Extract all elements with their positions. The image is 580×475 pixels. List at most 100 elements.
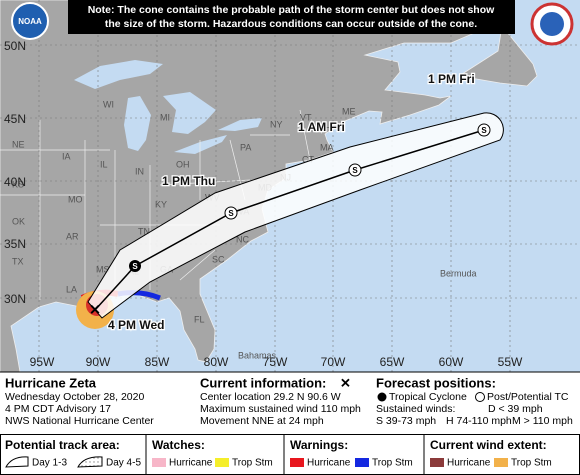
lat-label: 30N bbox=[4, 292, 26, 306]
track-marker-label: S bbox=[228, 209, 234, 218]
nws-logo-inner bbox=[540, 12, 564, 36]
legend-title: Current wind extent: bbox=[430, 438, 547, 452]
lake-huron bbox=[163, 92, 216, 134]
track-marker-label: S bbox=[481, 126, 487, 135]
state-borders bbox=[0, 109, 311, 300]
place-label: VT bbox=[300, 112, 312, 122]
lake-superior bbox=[74, 60, 163, 89]
swatch bbox=[355, 458, 369, 467]
lon-label: 65W bbox=[380, 355, 405, 369]
track-marker-label: S bbox=[132, 262, 138, 271]
winds-title: Sustained winds: bbox=[376, 403, 455, 415]
legend-item: Hurricane bbox=[307, 458, 351, 469]
lat-label: 40N bbox=[4, 175, 26, 189]
lat-label: 35N bbox=[4, 237, 26, 251]
place-label: MI bbox=[160, 112, 170, 122]
lon-label: 90W bbox=[86, 355, 111, 369]
lon-label: 60W bbox=[439, 355, 464, 369]
day13-icon bbox=[5, 456, 29, 468]
current-symbol: ✕ bbox=[340, 375, 351, 390]
note-line: Note: The cone contains the probable pat… bbox=[88, 4, 495, 16]
legend-title: Potential track area: bbox=[5, 438, 120, 452]
legend-item: Hurricane bbox=[447, 458, 491, 469]
place-label: IA bbox=[62, 151, 71, 161]
lon-label: 95W bbox=[30, 355, 55, 369]
day45-icon bbox=[77, 456, 103, 468]
swatch bbox=[430, 458, 444, 467]
forecast-time: 1 PM Fri bbox=[428, 72, 475, 86]
track-marker bbox=[348, 163, 362, 177]
storm-date: Wednesday October 28, 2020 bbox=[5, 391, 144, 403]
lat-label: 50N bbox=[4, 39, 26, 53]
lon-label: 70W bbox=[321, 355, 346, 369]
place-label: CT bbox=[302, 154, 314, 164]
legend-item: Trop Stm bbox=[372, 458, 413, 469]
place-label: MA bbox=[320, 142, 334, 152]
place-label: MO bbox=[68, 194, 83, 204]
cone bbox=[87, 112, 504, 319]
noaa-logo bbox=[11, 2, 49, 40]
lake-erie bbox=[174, 135, 227, 154]
place-label: AR bbox=[66, 231, 79, 241]
place-label: KY bbox=[155, 199, 167, 209]
lon-label: 55W bbox=[498, 355, 523, 369]
place-label: TN bbox=[138, 226, 150, 236]
track-marker bbox=[224, 206, 238, 220]
forecast-tropical: Tropical Cyclone bbox=[389, 391, 467, 403]
newfoundland bbox=[457, 25, 538, 87]
forecast-time: 1 AM Fri bbox=[298, 120, 345, 134]
swatch bbox=[215, 458, 229, 467]
place-label: NE bbox=[12, 139, 25, 149]
wind-class: H 74-110 mph bbox=[446, 415, 512, 427]
tropical-icon bbox=[377, 392, 387, 402]
place-label: FL bbox=[194, 314, 205, 324]
current-line: Maximum sustained wind 110 mph bbox=[200, 403, 361, 415]
lake-ontario bbox=[218, 118, 262, 131]
track-marker bbox=[129, 260, 141, 272]
place-label: Bermuda bbox=[440, 268, 477, 278]
storm-office: NWS National Hurricane Center bbox=[5, 415, 154, 427]
place-label: PA bbox=[240, 142, 251, 152]
place-label: MS bbox=[96, 264, 110, 274]
legend-dividers bbox=[145, 434, 425, 475]
place-label: IL bbox=[100, 159, 108, 169]
legend-title: Watches: bbox=[152, 438, 205, 452]
current-line: Center location 29.2 N 90.6 W bbox=[200, 391, 341, 403]
legend-item: Trop Stm bbox=[511, 458, 552, 469]
wind-class: D < 39 mph bbox=[488, 403, 543, 415]
legend-item: Hurricane bbox=[169, 458, 213, 469]
swatch bbox=[494, 458, 508, 467]
place-label: OH bbox=[176, 159, 190, 169]
place-label: Bahamas bbox=[238, 350, 277, 360]
place-label: IN bbox=[135, 166, 144, 176]
legend-item: Day 1-3 bbox=[32, 458, 67, 469]
wind-class: M > 110 mph bbox=[512, 415, 573, 427]
swatch bbox=[152, 458, 166, 467]
forecast-time: 4 PM Wed bbox=[108, 318, 164, 332]
legend-title: Warnings: bbox=[290, 438, 348, 452]
post-icon bbox=[475, 392, 485, 402]
track-marker bbox=[477, 123, 491, 137]
place-label: TX bbox=[12, 256, 24, 266]
forecast-post: Post/Potential TC bbox=[487, 391, 569, 403]
forecast-time: 1 PM Thu bbox=[162, 174, 215, 188]
lon-label: 75W bbox=[263, 355, 288, 369]
current-line: Movement NNE at 24 mph bbox=[200, 415, 324, 427]
wind-class: S 39-73 mph bbox=[376, 415, 436, 427]
lake-michigan bbox=[124, 96, 151, 151]
storm-advisory: 4 PM CDT Advisory 17 bbox=[5, 403, 111, 415]
place-label: NC bbox=[236, 234, 249, 244]
place-label: WI bbox=[103, 99, 114, 109]
lat-label: 45N bbox=[4, 112, 26, 126]
place-label: OK bbox=[12, 216, 25, 226]
note-box bbox=[68, 0, 515, 34]
place-label: NH bbox=[318, 122, 331, 132]
lon-label: 80W bbox=[204, 355, 229, 369]
track-marker-label: S bbox=[352, 166, 358, 175]
noaa-logo-text: NOAA bbox=[18, 17, 42, 26]
legend-item: Trop Stm bbox=[232, 458, 273, 469]
place-label: SC bbox=[212, 254, 225, 264]
current-title: Current information: bbox=[200, 375, 326, 390]
forecast-title: Forecast positions: bbox=[376, 375, 496, 390]
